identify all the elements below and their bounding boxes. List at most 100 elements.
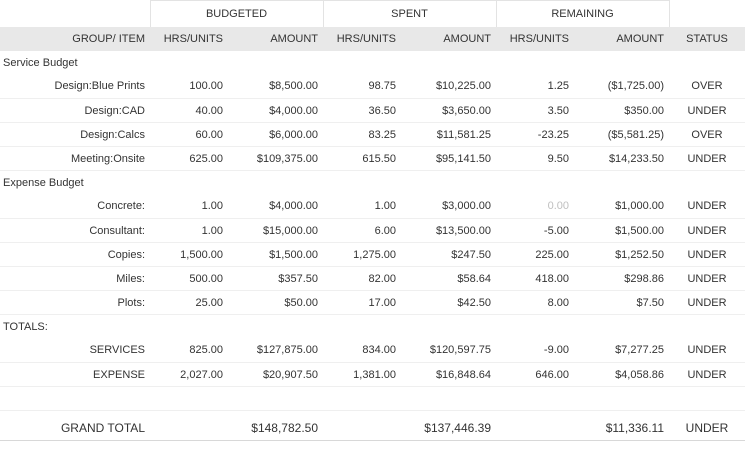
group-header-blank (0, 1, 150, 27)
row-spent-hrs: 834.00 (323, 338, 401, 363)
row-budgeted-hrs: 25.00 (150, 290, 228, 315)
spacer-row (0, 386, 745, 411)
row-spent-amount: $95,141.50 (401, 146, 496, 171)
totals-row: EXPENSE 2,027.00 $20,907.50 1,381.00 $16… (0, 362, 745, 387)
grand-total-status: UNDER (669, 416, 745, 441)
row-budgeted-hrs: 500.00 (150, 266, 228, 291)
row-budgeted-hrs: 1,500.00 (150, 242, 228, 267)
row-budgeted-amount: $50.00 (228, 290, 323, 315)
column-header-remaining-hrs: HRS/UNITS (509, 32, 569, 45)
row-remaining-amount: $350.00 (574, 98, 669, 123)
table-row: Concrete: 1.00 $4,000.00 1.00 $3,000.00 … (0, 194, 745, 219)
row-budgeted-hrs: 2,027.00 (150, 362, 228, 387)
row-budgeted-amount: $1,500.00 (228, 242, 323, 267)
group-header-remaining: REMAINING (495, 0, 670, 27)
table-row: Design:Calcs 60.00 $6,000.00 83.25 $11,5… (0, 122, 745, 147)
row-budgeted-hrs: 100.00 (150, 74, 228, 99)
row-spent-amount: $247.50 (401, 242, 496, 267)
row-remaining-hrs: 1.25 (496, 74, 574, 99)
row-remaining-amount: ($1,725.00) (574, 74, 669, 99)
row-spent-amount: $42.50 (401, 290, 496, 315)
row-remaining-hrs: 9.50 (496, 146, 574, 171)
row-remaining-amount: ($5,581.25) (574, 122, 669, 147)
row-budgeted-hrs: 1.00 (150, 218, 228, 243)
row-spent-amount: $3,000.00 (401, 194, 496, 219)
row-budgeted-amount: $8,500.00 (228, 74, 323, 99)
row-status: OVER (669, 122, 745, 147)
row-item: Plots: (0, 290, 150, 315)
row-remaining-amount: $7,277.25 (574, 338, 669, 363)
row-spent-amount: $10,225.00 (401, 74, 496, 99)
group-header-budgeted: BUDGETED (149, 0, 324, 27)
row-spent-amount: $13,500.00 (401, 218, 496, 243)
row-item: Design:Blue Prints (0, 74, 150, 99)
row-status: UNDER (669, 242, 745, 267)
table-row: Design:Blue Prints 100.00 $8,500.00 98.7… (0, 74, 745, 99)
row-budgeted-hrs: 625.00 (150, 146, 228, 171)
row-spent-amount: $11,581.25 (401, 122, 496, 147)
row-status: UNDER (669, 290, 745, 315)
row-budgeted-hrs: 825.00 (150, 338, 228, 363)
row-item: Miles: (0, 266, 150, 291)
row-budgeted-hrs: 60.00 (150, 122, 228, 147)
row-budgeted-hrs: 1.00 (150, 194, 228, 219)
row-spent-hrs: 6.00 (323, 218, 401, 243)
table-row: Design:CAD 40.00 $4,000.00 36.50 $3,650.… (0, 98, 745, 123)
section-title: Service Budget (3, 56, 78, 69)
row-budgeted-amount: $109,375.00 (228, 146, 323, 171)
grand-total-spent-hrs (323, 416, 401, 441)
row-item: EXPENSE (0, 362, 150, 387)
totals-row: SERVICES 825.00 $127,875.00 834.00 $120,… (0, 338, 745, 363)
table-row: Consultant: 1.00 $15,000.00 6.00 $13,500… (0, 218, 745, 243)
section-header: Expense Budget (0, 171, 745, 195)
row-remaining-hrs: -9.00 (496, 338, 574, 363)
row-item: Copies: (0, 242, 150, 267)
row-item: Consultant: (0, 218, 150, 243)
row-remaining-amount: $7.50 (574, 290, 669, 315)
column-header-item: GROUP/ ITEM (72, 32, 145, 45)
column-header-row: GROUP/ ITEM HRS/UNITS AMOUNT HRS/UNITS A… (0, 26, 745, 51)
row-status: UNDER (669, 338, 745, 363)
grand-total-remaining-amount: $11,336.11 (574, 416, 669, 441)
row-budgeted-amount: $4,000.00 (228, 98, 323, 123)
column-header-budgeted-amount: AMOUNT (270, 32, 318, 45)
section-header: TOTALS: (0, 315, 745, 339)
group-header-spent: SPENT (322, 0, 497, 27)
row-item: Design:CAD (0, 98, 150, 123)
row-status: UNDER (669, 98, 745, 123)
row-remaining-amount: $4,058.86 (574, 362, 669, 387)
grand-total-row: GRAND TOTAL $148,782.50 $137,446.39 $11,… (0, 416, 745, 441)
table-row: Miles: 500.00 $357.50 82.00 $58.64 418.0… (0, 266, 745, 291)
row-remaining-hrs: -23.25 (496, 122, 574, 147)
row-budgeted-amount: $127,875.00 (228, 338, 323, 363)
row-spent-amount: $3,650.00 (401, 98, 496, 123)
row-status: UNDER (669, 266, 745, 291)
section-title: Expense Budget (3, 176, 84, 189)
row-spent-amount: $120,597.75 (401, 338, 496, 363)
row-spent-hrs: 17.00 (323, 290, 401, 315)
row-spent-hrs: 82.00 (323, 266, 401, 291)
table-row: Plots: 25.00 $50.00 17.00 $42.50 8.00 $7… (0, 290, 745, 315)
row-status: UNDER (669, 362, 745, 387)
row-remaining-amount: $298.86 (574, 266, 669, 291)
row-remaining-hrs: 3.50 (496, 98, 574, 123)
row-spent-hrs: 36.50 (323, 98, 401, 123)
column-header-status: STATUS (686, 32, 728, 45)
row-remaining-amount: $1,252.50 (574, 242, 669, 267)
row-spent-amount: $58.64 (401, 266, 496, 291)
row-remaining-amount: $1,500.00 (574, 218, 669, 243)
row-item: Design:Calcs (0, 122, 150, 147)
row-remaining-hrs: -5.00 (496, 218, 574, 243)
group-header-row: BUDGETED SPENT REMAINING (0, 0, 745, 27)
row-spent-amount: $16,848.64 (401, 362, 496, 387)
row-status: OVER (669, 74, 745, 99)
grand-total-budgeted-amount: $148,782.50 (228, 416, 323, 441)
section-title: TOTALS: (3, 320, 48, 333)
row-remaining-amount: $1,000.00 (574, 194, 669, 219)
row-spent-hrs: 1,275.00 (323, 242, 401, 267)
grand-total-spent-amount: $137,446.39 (401, 416, 496, 441)
row-status: UNDER (669, 146, 745, 171)
row-remaining-amount: $14,233.50 (574, 146, 669, 171)
grand-total-label: GRAND TOTAL (0, 416, 150, 441)
table-row: Copies: 1,500.00 $1,500.00 1,275.00 $247… (0, 242, 745, 267)
